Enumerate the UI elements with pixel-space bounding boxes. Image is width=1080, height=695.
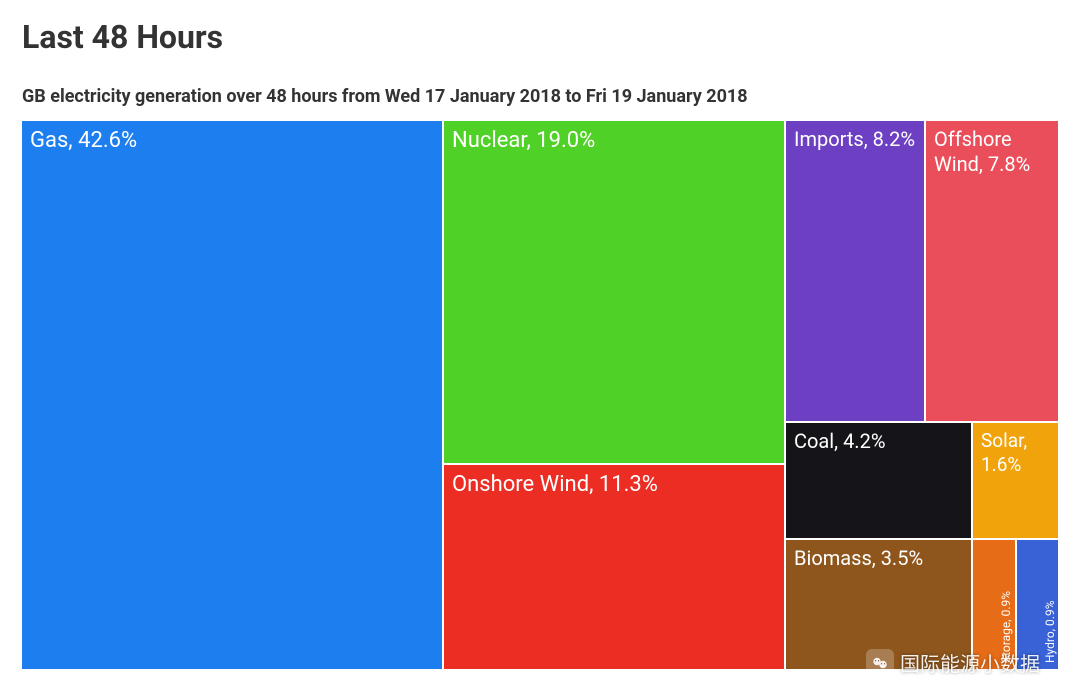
- treemap-cell-label: Biomass, 3.5%: [794, 546, 963, 571]
- treemap-cell-label: Offshore Wind, 7.8%: [934, 127, 1050, 177]
- treemap-cell-onshore-wind: Onshore Wind, 11.3%: [444, 465, 784, 669]
- page-title: Last 48 Hours: [22, 18, 1058, 56]
- treemap-cell-label: Gas, 42.6%: [30, 127, 434, 155]
- treemap-cell-solar: Solar, 1.6%: [973, 423, 1058, 538]
- treemap-cell-imports: Imports, 8.2%: [786, 121, 924, 421]
- chart-subtitle: GB electricity generation over 48 hours …: [22, 86, 1058, 107]
- treemap-cell-label: Nuclear, 19.0%: [452, 127, 776, 155]
- treemap-cell-label: Solar, 1.6%: [981, 429, 1050, 477]
- treemap-cell-offshore-wind: Offshore Wind, 7.8%: [926, 121, 1058, 421]
- treemap-cell-gas: Gas, 42.6%: [22, 121, 442, 669]
- treemap-cell-label: Hydro, 0.9%: [1043, 600, 1058, 663]
- treemap-cell-coal: Coal, 4.2%: [786, 423, 971, 538]
- treemap-cell-label: Imports, 8.2%: [794, 127, 916, 152]
- treemap-cell-label: Onshore Wind, 11.3%: [452, 471, 776, 499]
- wechat-icon: [866, 649, 894, 677]
- watermark-text: 国际能源小数据: [900, 648, 1040, 677]
- watermark: 国际能源小数据: [866, 648, 1040, 677]
- treemap-cell-label: Coal, 4.2%: [794, 429, 963, 454]
- treemap-cell-nuclear: Nuclear, 19.0%: [444, 121, 784, 463]
- treemap-chart: Gas, 42.6% Nuclear, 19.0% Onshore Wind, 11…: [22, 121, 1058, 669]
